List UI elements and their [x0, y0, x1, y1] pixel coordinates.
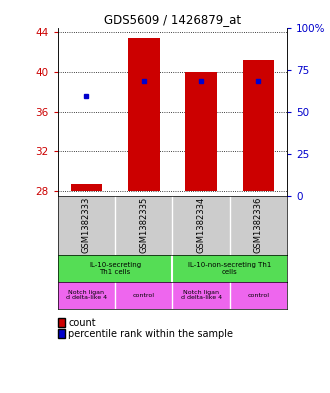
- Text: Notch ligan
d delta-like 4: Notch ligan d delta-like 4: [181, 290, 222, 300]
- Text: IL-10-secreting
Th1 cells: IL-10-secreting Th1 cells: [89, 262, 141, 275]
- Bar: [71, 184, 102, 191]
- Bar: [243, 60, 274, 191]
- Bar: [185, 72, 217, 191]
- Text: count: count: [68, 318, 96, 328]
- Text: percentile rank within the sample: percentile rank within the sample: [68, 329, 233, 339]
- Text: IL-10-non-secreting Th1
cells: IL-10-non-secreting Th1 cells: [188, 262, 272, 275]
- Title: GDS5609 / 1426879_at: GDS5609 / 1426879_at: [104, 13, 241, 26]
- Text: GSM1382335: GSM1382335: [139, 197, 148, 253]
- Text: control: control: [133, 292, 155, 298]
- Text: control: control: [248, 292, 269, 298]
- Bar: [128, 39, 159, 191]
- Text: GSM1382334: GSM1382334: [197, 197, 206, 253]
- Text: GSM1382336: GSM1382336: [254, 197, 263, 253]
- Text: GSM1382333: GSM1382333: [82, 197, 91, 253]
- Text: Notch ligan
d delta-like 4: Notch ligan d delta-like 4: [66, 290, 107, 300]
